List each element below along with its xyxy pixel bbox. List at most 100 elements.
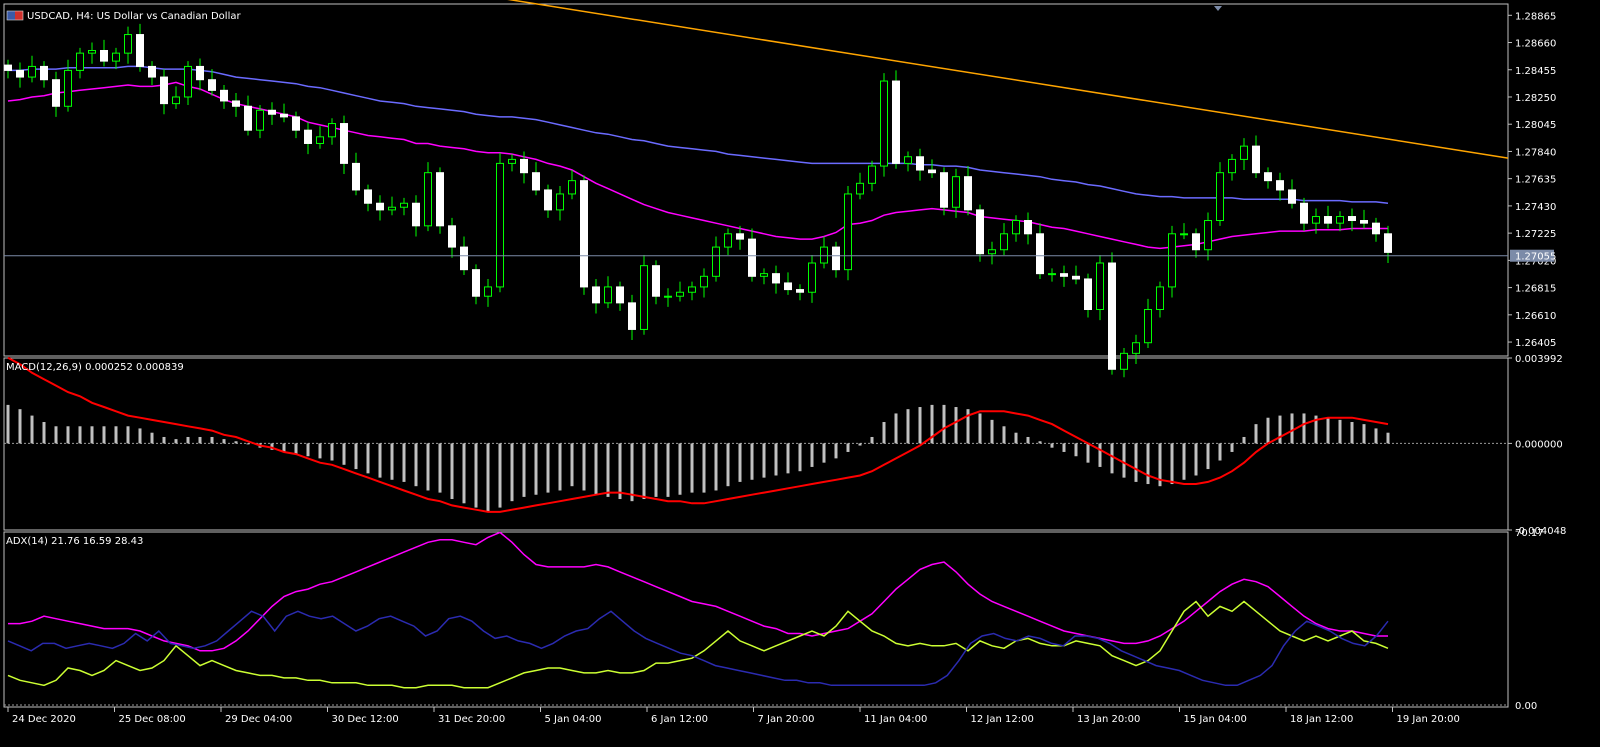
macd-bar xyxy=(1050,443,1054,448)
candle-bull xyxy=(1012,220,1020,235)
macd-bar xyxy=(570,443,574,487)
price-panel[interactable] xyxy=(4,0,1509,378)
macd-bar xyxy=(1026,436,1030,444)
candle-bull xyxy=(724,233,732,248)
macd-bar xyxy=(690,443,694,493)
time-tick-label: 24 Dec 2020 xyxy=(12,714,76,725)
macd-bar xyxy=(762,443,766,478)
adx-tick-label: 0.00 xyxy=(1515,701,1537,712)
macd-tick-label: 0.000000 xyxy=(1515,439,1563,450)
candle-bull xyxy=(172,96,180,105)
macd-bar xyxy=(1086,443,1090,463)
candle-bear xyxy=(160,76,168,105)
macd-bar xyxy=(966,409,970,444)
candle-bull xyxy=(868,165,876,184)
macd-bar xyxy=(990,419,994,444)
macd-bar xyxy=(1194,443,1198,476)
macd-bar xyxy=(1362,424,1366,444)
macd-bar xyxy=(1386,432,1390,444)
macd-bar xyxy=(1146,443,1150,485)
candle-bear xyxy=(136,34,144,67)
time-tick-label: 15 Jan 04:00 xyxy=(1184,714,1247,725)
macd-bar xyxy=(1170,443,1174,485)
candle-bull xyxy=(76,52,84,71)
candle-bear xyxy=(352,162,360,191)
candle-bear xyxy=(220,89,228,102)
time-tick-label: 29 Dec 04:00 xyxy=(225,714,292,725)
candle-bull xyxy=(1120,352,1128,370)
macd-bar xyxy=(354,443,358,470)
candle-bear xyxy=(940,172,948,208)
candle-bull xyxy=(688,286,696,293)
price-tick-label: 1.26815 xyxy=(1515,284,1556,295)
candle-bull xyxy=(844,193,852,271)
macd-bar xyxy=(702,443,706,493)
macd-bar xyxy=(558,443,562,491)
candle-bear xyxy=(532,172,540,191)
time-tick-label: 6 Jan 12:00 xyxy=(651,714,708,725)
macd-bar xyxy=(426,443,430,491)
macd-bar xyxy=(1182,443,1186,480)
candle-bear xyxy=(916,156,924,171)
candle-bear xyxy=(592,286,600,304)
candle-bear xyxy=(196,65,204,81)
macd-bar xyxy=(834,443,838,459)
candle-bull xyxy=(400,202,408,208)
macd-bar xyxy=(306,443,310,457)
candle-bull xyxy=(316,136,324,144)
macd-bar xyxy=(798,443,802,472)
macd-bar xyxy=(30,415,34,444)
macd-bar xyxy=(1374,428,1378,444)
candle-bear xyxy=(304,129,312,144)
adx-title: ADX(14) 21.76 16.59 28.43 xyxy=(6,536,143,547)
candle-bull xyxy=(1228,158,1236,174)
macd-bar xyxy=(462,443,466,504)
time-tick-label: 13 Jan 20:00 xyxy=(1077,714,1140,725)
current-price-label: 1.27055 xyxy=(1515,252,1556,263)
candle-bear xyxy=(1024,220,1032,235)
flag-icon xyxy=(6,10,24,21)
macd-title: MACD(12,26,9) 0.000252 0.000839 xyxy=(6,362,184,373)
macd-bar xyxy=(474,443,478,508)
candle-bear xyxy=(16,69,24,78)
candle-bear xyxy=(544,189,552,211)
candle-bull xyxy=(904,156,912,164)
macd-bar xyxy=(510,443,514,502)
macd-bar xyxy=(1134,443,1138,482)
shift-marker-icon xyxy=(1214,6,1222,11)
macd-bar xyxy=(1230,443,1234,452)
macd-bar xyxy=(738,443,742,482)
macd-bar xyxy=(318,443,322,459)
candle-bear xyxy=(892,80,900,164)
candle-bear xyxy=(1348,216,1356,222)
candle-bull xyxy=(952,176,960,208)
candle-bull xyxy=(1000,233,1008,251)
macd-bar xyxy=(906,409,910,444)
macd-bar xyxy=(1098,443,1102,467)
candle-bear xyxy=(1072,275,1080,280)
adx-tick-label: 70.17 xyxy=(1515,528,1544,539)
candle-bear xyxy=(208,79,216,91)
candle-bull xyxy=(256,109,264,131)
macd-panel[interactable] xyxy=(4,356,1508,513)
price-tick-label: 1.27225 xyxy=(1515,229,1556,240)
macd-signal-line xyxy=(7,356,1389,513)
macd-bar xyxy=(1350,422,1354,444)
macd-bar xyxy=(6,404,10,444)
macd-bar xyxy=(1002,426,1006,444)
macd-bar xyxy=(630,443,634,502)
macd-bar xyxy=(1254,424,1258,444)
candle-bull xyxy=(424,172,432,227)
macd-bar xyxy=(1290,413,1294,444)
candle-bull xyxy=(1240,145,1248,160)
macd-bar xyxy=(294,443,298,455)
macd-bar xyxy=(246,443,250,445)
symbol-title: USDCAD, H4: US Dollar vs Canadian Dollar xyxy=(27,11,241,22)
time-tick-label: 18 Jan 12:00 xyxy=(1290,714,1353,725)
candle-bear xyxy=(520,158,528,174)
candle-bull xyxy=(808,262,816,293)
candle-bear xyxy=(268,109,276,115)
adx-panel[interactable] xyxy=(4,531,1508,706)
